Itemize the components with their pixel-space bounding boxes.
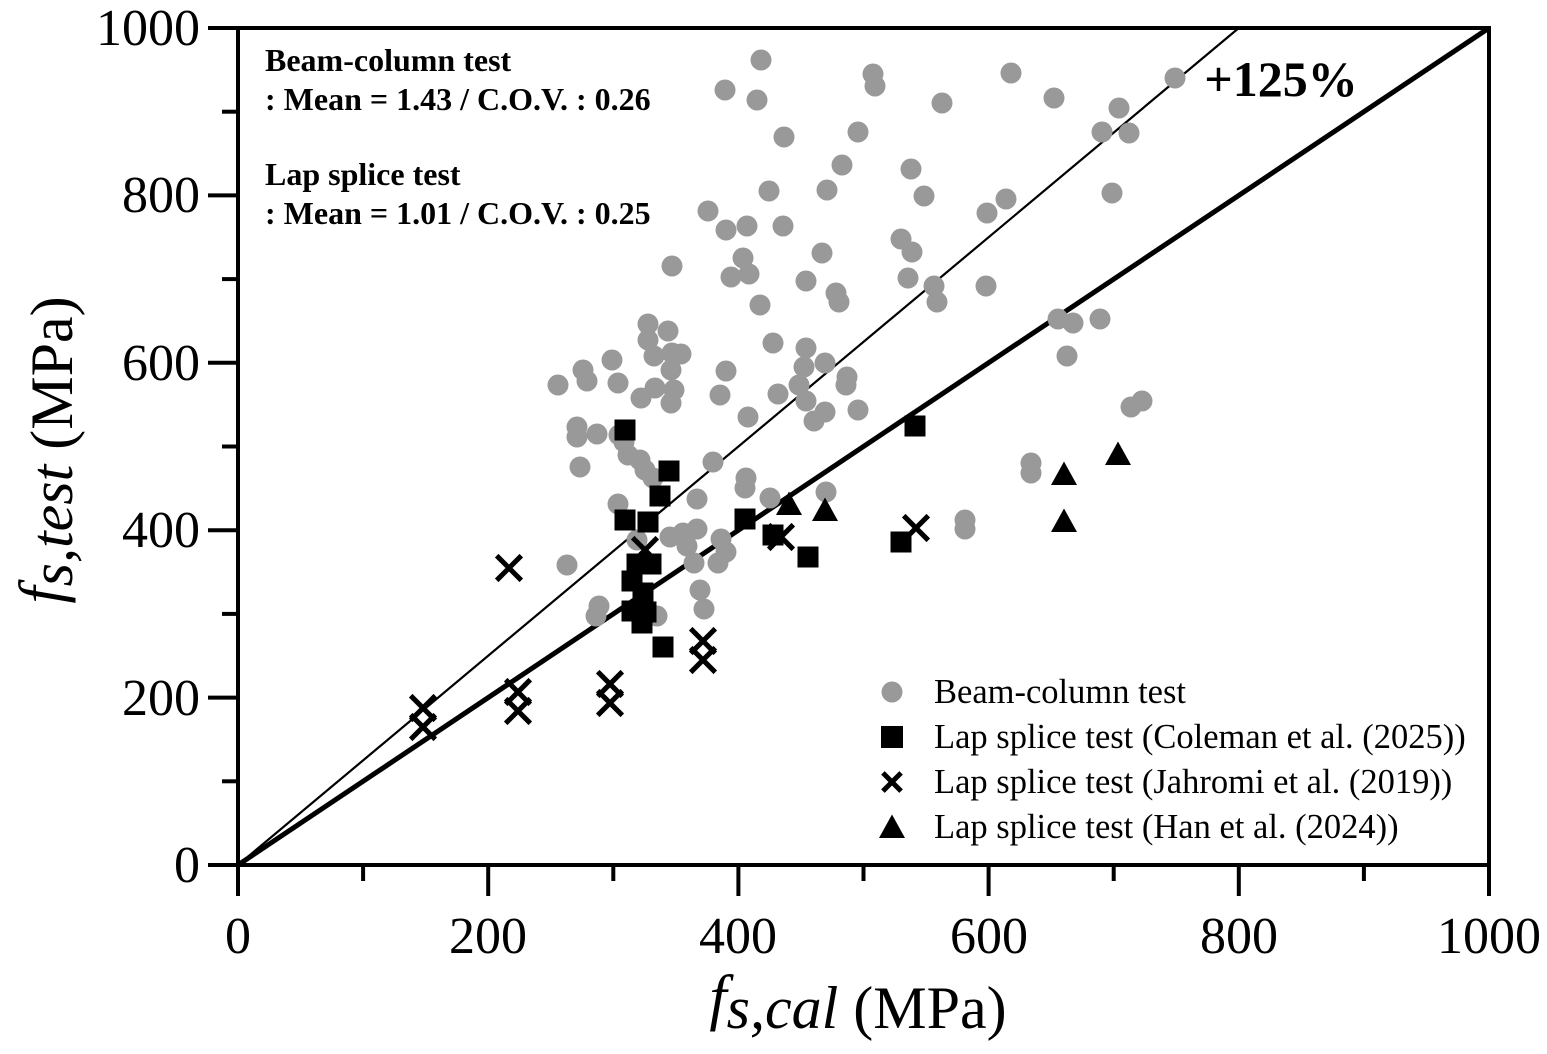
svg-text:800: 800 (1200, 908, 1278, 965)
svg-text:Beam-column test: Beam-column test (934, 673, 1186, 711)
svg-text:: Mean = 1.01 / C.O.V. : 0.25: : Mean = 1.01 / C.O.V. : 0.25 (265, 195, 651, 231)
svg-text:Beam-column test: Beam-column test (265, 42, 512, 78)
svg-text:800: 800 (122, 167, 200, 224)
svg-text:200: 200 (122, 670, 200, 727)
svg-text:400: 400 (699, 908, 777, 965)
svg-text:0: 0 (225, 908, 251, 965)
svg-text:Lap splice test (Jahromi et al: Lap splice test (Jahromi et al. (2019)) (934, 763, 1452, 801)
svg-text:0: 0 (174, 837, 200, 894)
svg-text:1000: 1000 (96, 0, 200, 57)
svg-text:fs,cal (MPa): fs,cal (MPa) (709, 964, 1006, 1041)
svg-text:600: 600 (122, 335, 200, 392)
svg-text:Lap splice test (Coleman et al: Lap splice test (Coleman et al. (2025)) (934, 718, 1466, 756)
svg-text:600: 600 (950, 908, 1028, 965)
svg-text:fs,test (MPa): fs,test (MPa) (8, 296, 85, 603)
svg-text:Lap splice test (Han et al. (2: Lap splice test (Han et al. (2024)) (934, 808, 1399, 846)
svg-text:Lap splice test: Lap splice test (265, 156, 461, 192)
svg-text:+125%: +125% (1204, 51, 1358, 107)
svg-text:: Mean = 1.43 / C.O.V. : 0.26: : Mean = 1.43 / C.O.V. : 0.26 (265, 81, 651, 117)
svg-text:400: 400 (122, 502, 200, 559)
svg-text:1000: 1000 (1437, 908, 1541, 965)
svg-text:200: 200 (449, 908, 527, 965)
